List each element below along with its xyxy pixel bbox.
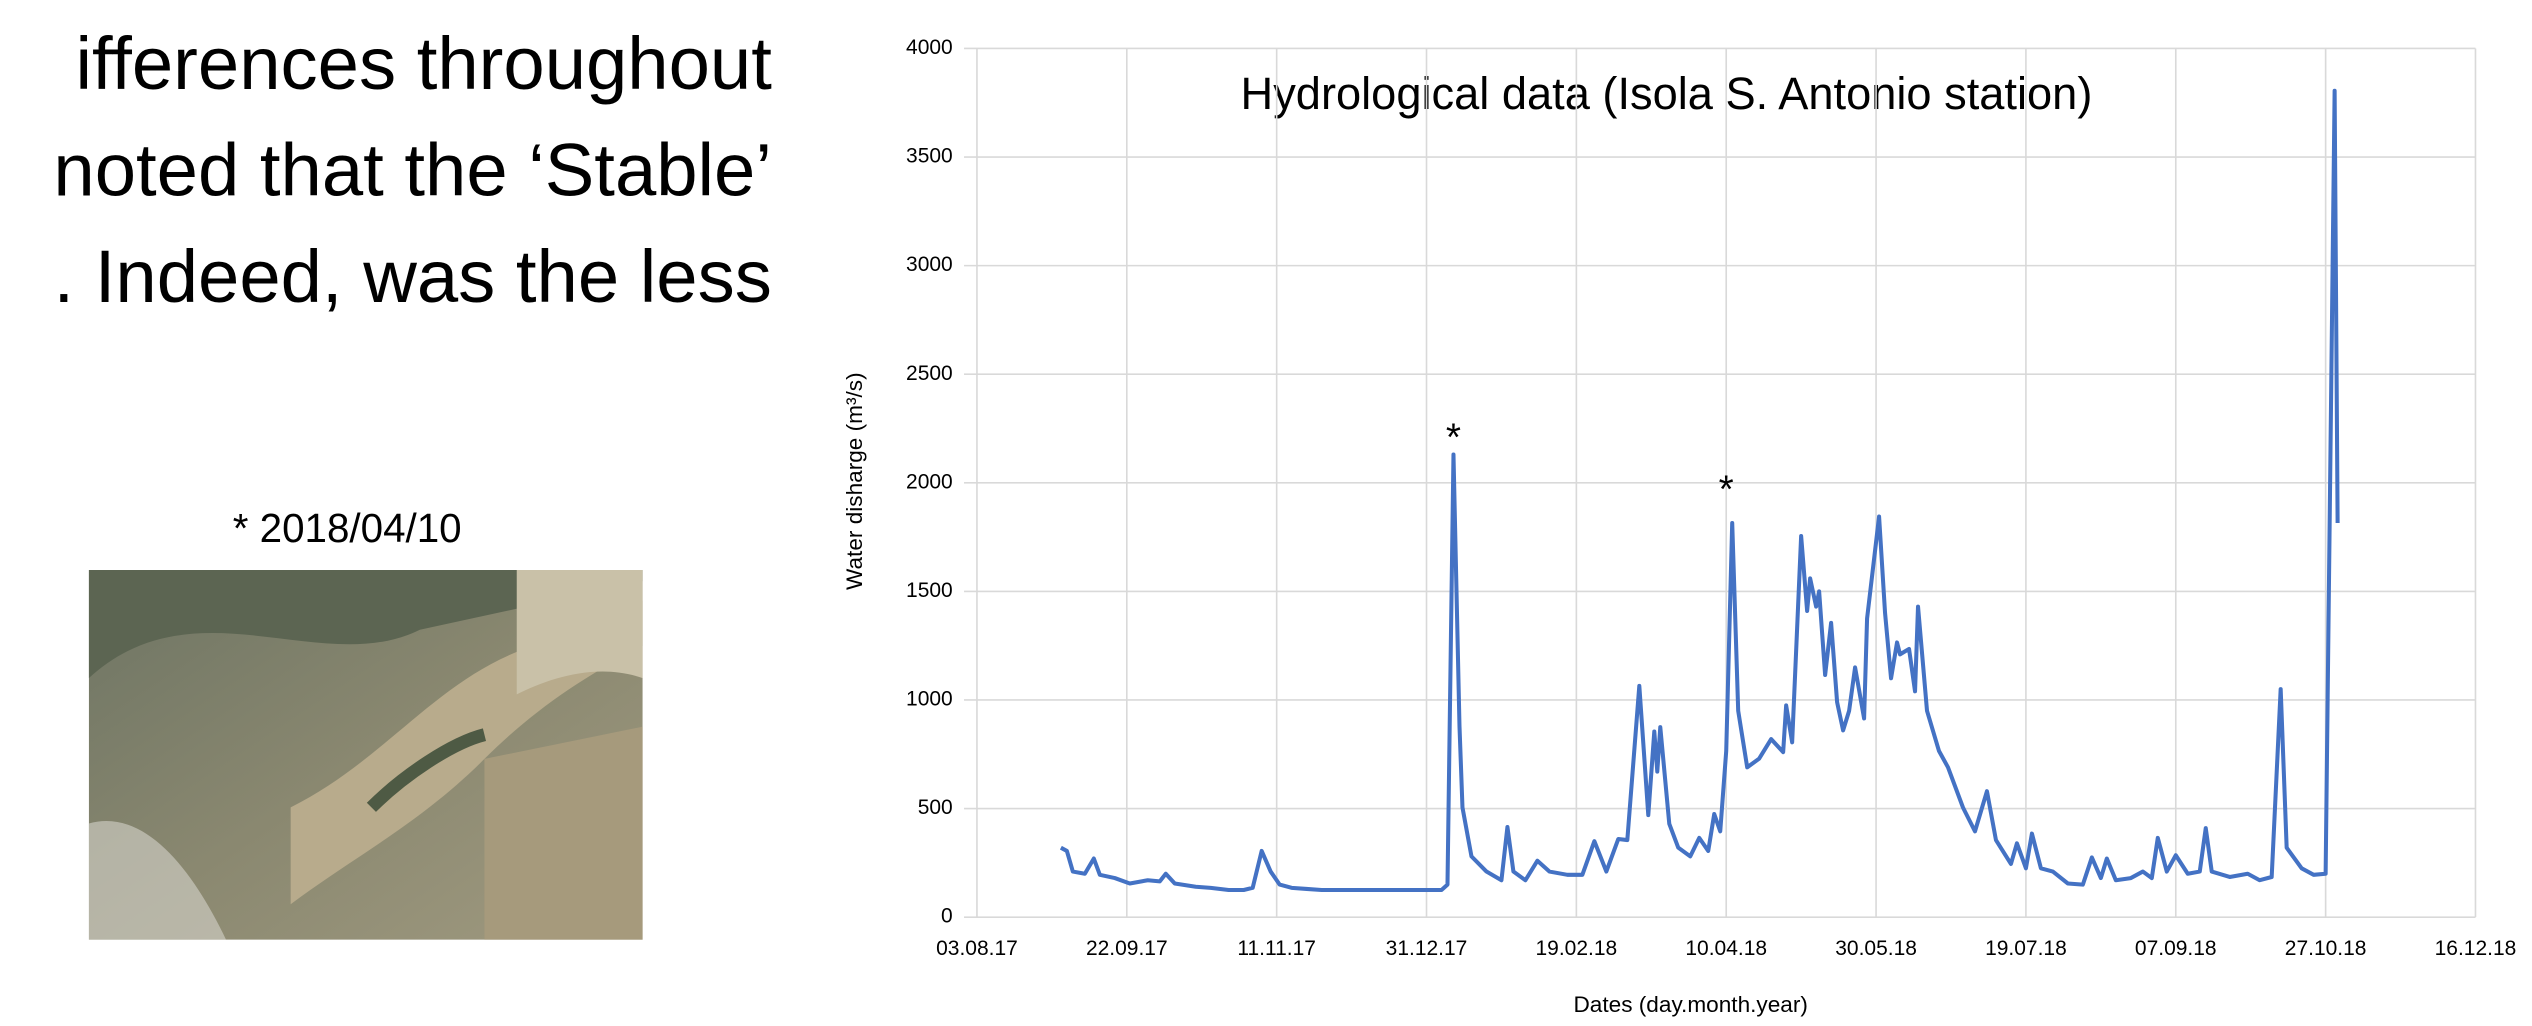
annotation: *: [1446, 417, 1461, 460]
x-tick-label: 19.02.18: [1536, 937, 1618, 960]
x-tick-label: 11.11.17: [1237, 937, 1316, 960]
x-tick-label: 07.09.18: [2135, 937, 2217, 960]
slide: ifferences throughout noted that the ‘St…: [0, 0, 2532, 1026]
annotation: *: [1719, 469, 1734, 512]
y-axis-label: Water disharge (m³/s): [842, 372, 867, 590]
x-tick-label: 22.09.17: [1086, 937, 1168, 960]
x-axis-label: Dates (day.month.year): [1573, 992, 1807, 1017]
x-tick-label: 16.12.18: [2435, 937, 2517, 960]
x-tick-label: 03.08.17: [936, 937, 1018, 960]
y-tick-label: 4000: [906, 36, 953, 59]
aerial-image: [89, 570, 643, 940]
slide-text: noted that the ‘Stable’: [53, 129, 771, 212]
y-tick-label: 2000: [906, 470, 953, 493]
x-tick-label: 30.05.18: [1835, 937, 1917, 960]
chart-title: Hydrological data (Isola S. Antonio stat…: [1241, 68, 2093, 119]
x-tick-label: 27.10.18: [2285, 937, 2367, 960]
x-tick-label: 19.07.18: [1985, 937, 2067, 960]
image-caption: * 2018/04/10: [233, 505, 462, 551]
y-tick-label: 1000: [906, 688, 953, 711]
x-tick-label: 10.04.18: [1685, 937, 1767, 960]
y-tick-label: 3000: [906, 253, 953, 276]
y-tick-label: 3500: [906, 145, 953, 168]
y-tick-label: 0: [941, 905, 953, 928]
chart: Hydrological data (Isola S. Antonio stat…: [842, 68, 2093, 1017]
x-tick-label: 31.12.17: [1386, 937, 1468, 960]
y-tick-label: 1500: [906, 579, 953, 602]
page: ifferences throughout noted that the ‘St…: [0, 0, 2532, 1026]
slide-text: . Indeed, was the less: [54, 235, 772, 318]
data-line: [1061, 91, 2338, 890]
y-tick-label: 500: [918, 796, 953, 819]
y-tick-label: 2500: [906, 362, 953, 385]
slide-text: ifferences throughout: [75, 22, 772, 105]
